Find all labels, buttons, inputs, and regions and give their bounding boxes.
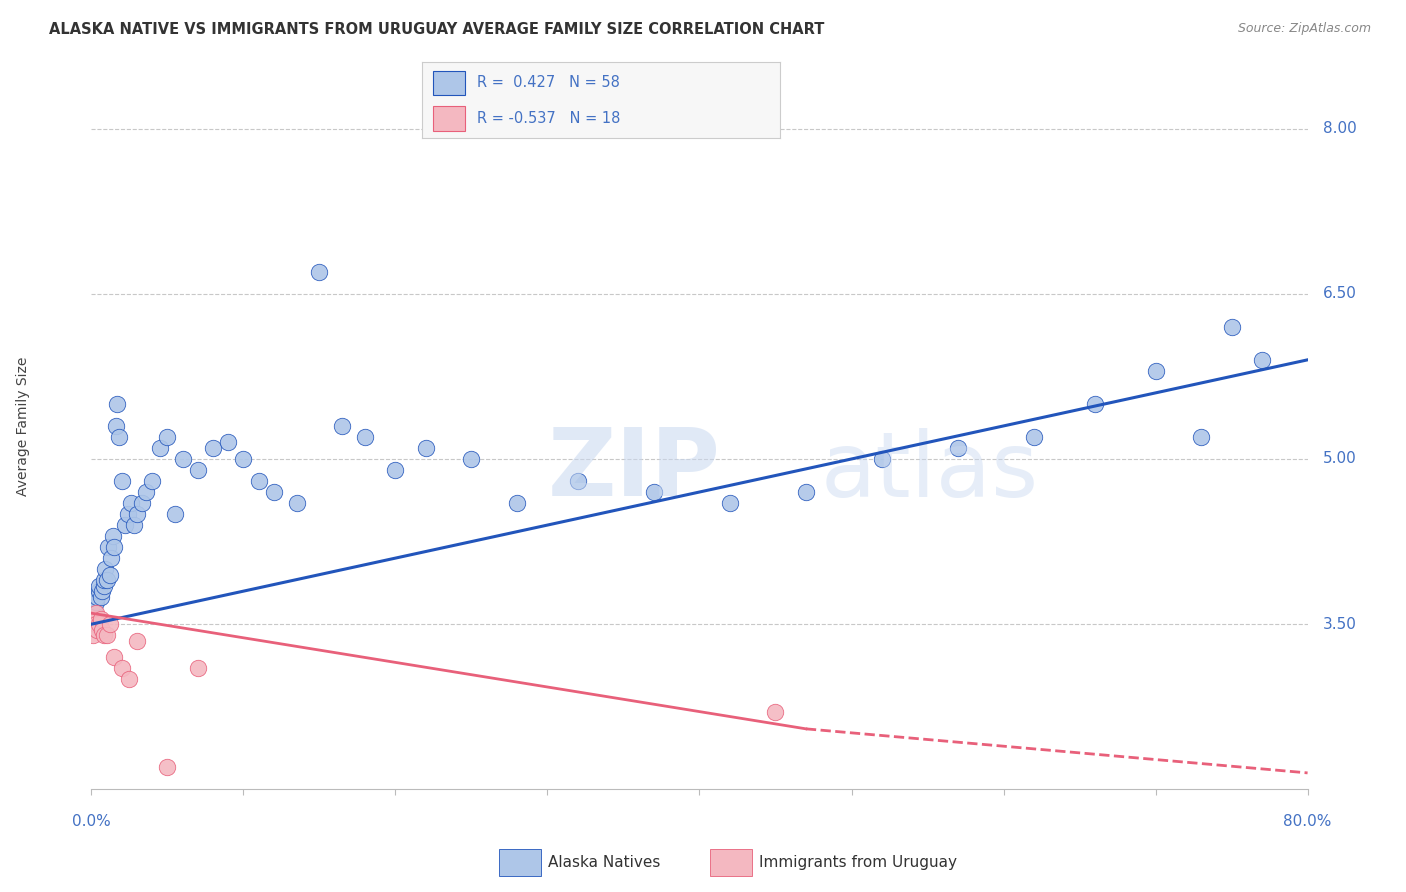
Point — [506, 496, 529, 510]
Point — [84, 606, 107, 620]
Text: R = -0.537   N = 18: R = -0.537 N = 18 — [478, 111, 620, 126]
Point — [105, 397, 128, 411]
Point — [93, 579, 115, 593]
Point — [91, 623, 114, 637]
Point — [135, 485, 157, 500]
Point — [125, 633, 148, 648]
Point — [89, 612, 111, 626]
Bar — [433, 70, 465, 95]
Point — [87, 584, 110, 599]
Point — [87, 617, 110, 632]
Point — [94, 562, 117, 576]
Point — [460, 452, 482, 467]
Point — [946, 441, 969, 455]
Point — [1084, 397, 1107, 411]
Point — [263, 485, 285, 500]
Point — [794, 485, 817, 500]
Text: R =  0.427   N = 58: R = 0.427 N = 58 — [478, 76, 620, 90]
Point — [117, 507, 139, 521]
Point — [330, 419, 353, 434]
Point — [141, 474, 163, 488]
Point — [217, 435, 239, 450]
Text: ZIP: ZIP — [547, 424, 720, 516]
Point — [86, 623, 108, 637]
Point — [86, 590, 108, 604]
Point — [103, 650, 125, 665]
Point — [1189, 430, 1212, 444]
Point — [163, 507, 186, 521]
Point — [100, 551, 122, 566]
Point — [125, 507, 148, 521]
Point — [89, 590, 111, 604]
Point — [82, 628, 104, 642]
Point — [103, 540, 125, 554]
Point — [354, 430, 377, 444]
Point — [98, 617, 121, 632]
Text: Average Family Size: Average Family Size — [15, 356, 30, 496]
Point — [384, 463, 406, 477]
Point — [84, 595, 107, 609]
Text: Immigrants from Uruguay: Immigrants from Uruguay — [759, 855, 957, 870]
Point — [308, 265, 330, 279]
Text: 3.50: 3.50 — [1323, 616, 1357, 632]
Point — [247, 474, 270, 488]
Point — [87, 579, 110, 593]
Point — [93, 628, 115, 642]
Point — [156, 430, 179, 444]
Point — [187, 463, 209, 477]
Point — [1220, 319, 1243, 334]
Point — [91, 584, 114, 599]
Point — [120, 496, 142, 510]
Point — [718, 496, 741, 510]
Point — [83, 612, 105, 626]
Point — [643, 485, 665, 500]
Text: 8.00: 8.00 — [1323, 121, 1357, 136]
Text: 5.00: 5.00 — [1323, 451, 1357, 467]
Point — [83, 600, 105, 615]
Point — [765, 706, 787, 720]
Point — [98, 567, 121, 582]
Point — [111, 661, 134, 675]
Text: Alaska Natives: Alaska Natives — [548, 855, 661, 870]
Point — [93, 573, 115, 587]
Text: 0.0%: 0.0% — [72, 814, 111, 829]
Point — [567, 474, 589, 488]
Point — [111, 474, 134, 488]
Point — [84, 617, 107, 632]
Point — [96, 573, 118, 587]
Text: 6.50: 6.50 — [1323, 286, 1357, 301]
Point — [114, 518, 136, 533]
Text: Source: ZipAtlas.com: Source: ZipAtlas.com — [1237, 22, 1371, 36]
Point — [122, 518, 145, 533]
Point — [107, 430, 129, 444]
Point — [97, 540, 120, 554]
Point — [1251, 352, 1274, 367]
Point — [202, 441, 225, 455]
Point — [101, 529, 124, 543]
Point — [1022, 430, 1045, 444]
Text: 80.0%: 80.0% — [1284, 814, 1331, 829]
Point — [104, 419, 127, 434]
Point — [285, 496, 308, 510]
Point — [149, 441, 172, 455]
Point — [96, 628, 118, 642]
Point — [131, 496, 153, 510]
Point — [415, 441, 437, 455]
Point — [187, 661, 209, 675]
Point — [870, 452, 893, 467]
Point — [1144, 364, 1167, 378]
Point — [118, 673, 141, 687]
Text: atlas: atlas — [821, 428, 1039, 516]
Point — [232, 452, 254, 467]
Point — [172, 452, 194, 467]
Text: ALASKA NATIVE VS IMMIGRANTS FROM URUGUAY AVERAGE FAMILY SIZE CORRELATION CHART: ALASKA NATIVE VS IMMIGRANTS FROM URUGUAY… — [49, 22, 824, 37]
Bar — [433, 106, 465, 130]
Point — [156, 760, 179, 774]
